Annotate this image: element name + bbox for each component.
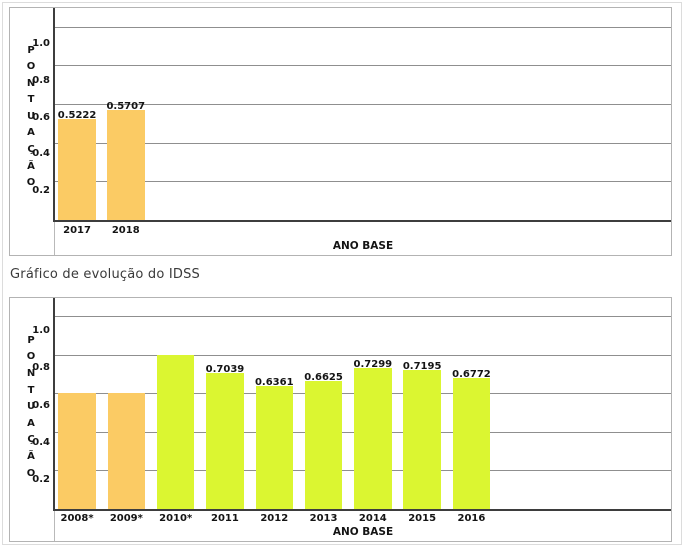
idss-evolution-chart: 0.7039 0.6361 0.6625 0.7299 0.7195 0.6772 1.0 0… [9, 297, 672, 542]
gridline-0.6 [55, 103, 671, 105]
bar-value-label-2014: 0.7299 [353, 359, 393, 371]
bar-value-label-2017: 0.5222 [57, 109, 97, 121]
y-axis-title-letter: O [26, 351, 36, 363]
y-axis-title-letter: T [27, 384, 35, 396]
y-tick-label-1.0: 1.0 [32, 38, 50, 49]
y-tick-label-0.8: 0.8 [32, 362, 50, 374]
y-axis-title-letter: O [26, 177, 36, 189]
bar-value-label-2015: 0.7195 [402, 361, 442, 373]
y-tick-label-0.2: 0.2 [32, 185, 50, 197]
y-axis-title-letter: O [26, 467, 36, 479]
x-category-label-2010*: 2010* [159, 513, 193, 524]
y-tick-label-1.0: 1.0 [32, 325, 50, 337]
bar-value-label-2016: 0.6772 [452, 369, 491, 381]
y-tick-label-0.4: 0.4 [32, 436, 50, 448]
bar-2008* [58, 393, 96, 509]
y-axis-title-letter: N [26, 77, 36, 89]
y-tick-label-0.4: 0.4 [32, 148, 50, 160]
gridline-0.4 [55, 142, 671, 144]
y-axis-title-letter: U [26, 110, 36, 122]
bar-2011 [206, 373, 244, 509]
x-category-label-2008*: 2008* [60, 513, 94, 524]
bar-value-label-2013: 0.6625 [304, 372, 343, 384]
bar-value-label-2018: 0.5707 [106, 100, 146, 112]
gridline-1.0 [55, 26, 671, 28]
y-axis-title-letter: Ç [27, 434, 35, 446]
bar-2013 [304, 381, 343, 509]
bar-2016 [452, 378, 491, 509]
x-axis-line [53, 509, 671, 511]
x-category-label-2011: 2011 [211, 513, 239, 524]
x-category-label-2017: 2017 [63, 224, 91, 236]
y-tick-label-0.6: 0.6 [32, 111, 50, 123]
x-category-label-2014: 2014 [358, 513, 387, 524]
y-axis-title-letter: A [27, 417, 35, 429]
bar-2018 [107, 109, 145, 220]
bar-value-label-2012: 0.6361 [254, 377, 294, 389]
x-category-label-2018: 2018 [111, 224, 140, 236]
gridline-0.8 [55, 354, 671, 356]
y-axis-title-letter: A [27, 127, 35, 139]
bar-2012 [255, 386, 293, 509]
y-tick-label-0.2: 0.2 [32, 473, 50, 485]
bar-2009* [107, 393, 146, 509]
y-tick-label-0.8: 0.8 [32, 74, 50, 86]
y-axis-title-letter: U [26, 401, 36, 413]
y-axis-title-letter: P [27, 44, 35, 56]
y-axis-title-letter: Ç [27, 144, 35, 155]
gridline-1.0 [55, 316, 671, 317]
gridline-0.8 [55, 65, 671, 67]
y-axis-line [53, 8, 55, 220]
y-axis-title-letter: Ã [27, 160, 35, 172]
y-axis-title-letter: N [26, 367, 36, 379]
x-category-label-2012: 2012 [260, 513, 289, 524]
section-title: Gráfico de evolução do IDSS [10, 267, 200, 282]
bar-2015 [403, 370, 441, 509]
y-axis-title-letter: T [27, 94, 35, 106]
idss-score-chart-2017-2018: 0.5222 0.5707 1.0 0.8 0.6 0.4 0.2 P O N T U A Ç Ã O 2017… [9, 7, 672, 256]
y-axis-line [53, 298, 55, 509]
y-tick-label-0.6: 0.6 [32, 399, 50, 411]
x-category-label-2013: 2013 [309, 513, 338, 524]
x-category-label-2009*: 2009* [109, 513, 143, 524]
bar-2014 [354, 368, 392, 509]
bar-value-label-2011: 0.7039 [205, 364, 245, 376]
bar-2010* [156, 354, 195, 509]
x-axis-title: ANO BASE [332, 240, 394, 252]
x-category-label-2016: 2016 [457, 513, 486, 524]
x-axis-title: ANO BASE [332, 526, 394, 538]
y-axis-title-letter: P [27, 334, 35, 346]
gridline-0.2 [55, 181, 671, 183]
x-axis-line [53, 220, 671, 222]
y-axis-title-letter: Ã [27, 450, 35, 462]
bar-2017 [58, 118, 96, 220]
y-axis-title-letter: O [26, 61, 36, 73]
x-category-label-2015: 2015 [408, 513, 437, 524]
